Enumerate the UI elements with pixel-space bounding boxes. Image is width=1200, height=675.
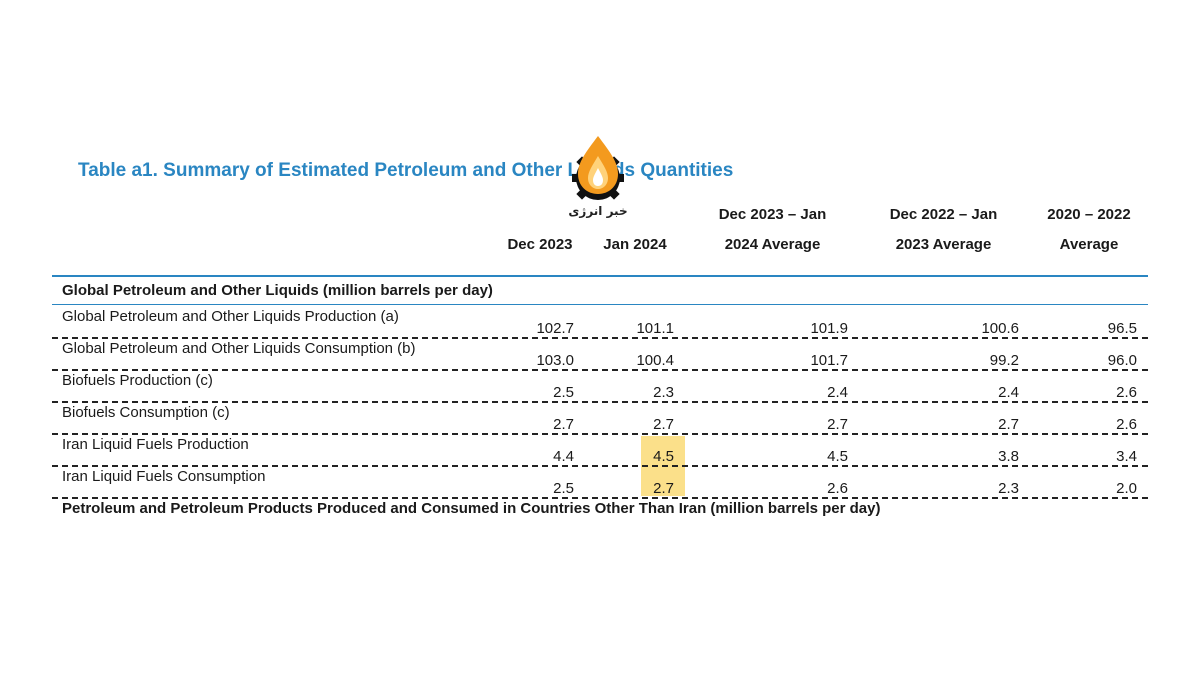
cell-jan-2024: 100.4 xyxy=(636,352,674,369)
flame-gear-icon xyxy=(572,136,624,200)
section-header: Global Petroleum and Other Liquids (mill… xyxy=(62,282,493,299)
table-row: Biofuels Production (c) 2.5 2.3 2.4 2.4 … xyxy=(52,370,1148,403)
cell-jan-2024: 2.7 xyxy=(653,480,674,497)
header-rule xyxy=(52,275,1148,277)
cell-jan-2024: 101.1 xyxy=(636,320,674,337)
cell-avg-2022-23: 100.6 xyxy=(981,320,1019,337)
row-label: Biofuels Production (c) xyxy=(62,372,213,389)
table-row: Global Petroleum and Other Liquids Produ… xyxy=(52,306,1148,339)
table-row: Iran Liquid Fuels Production 4.4 4.5 4.5… xyxy=(52,434,1148,467)
cell-avg-2023-24: 2.6 xyxy=(827,480,848,497)
table-row: Iran Liquid Fuels Consumption 2.5 2.7 2.… xyxy=(52,466,1148,499)
cell-dec-2023: 2.7 xyxy=(553,416,574,433)
col-header-avg-2023-24-line2: 2024 Average xyxy=(724,236,821,253)
logo-text: خبر انرژی xyxy=(568,204,628,218)
cell-avg-2022-23: 2.4 xyxy=(998,384,1019,401)
cell-avg-2023-24: 2.7 xyxy=(827,416,848,433)
row-label: Global Petroleum and Other Liquids Consu… xyxy=(62,340,416,357)
table-row: Biofuels Consumption (c) 2.7 2.7 2.7 2.7… xyxy=(52,402,1148,435)
row-label: Iran Liquid Fuels Consumption xyxy=(62,468,266,485)
footer-section-header: Petroleum and Petroleum Products Produce… xyxy=(62,500,881,517)
col-header-avg-2020-22-line2: Average xyxy=(1059,236,1119,253)
cell-avg-2023-24: 4.5 xyxy=(827,448,848,465)
col-header-avg-2020-22-line1: 2020 – 2022 xyxy=(1047,206,1131,223)
cell-dec-2023: 2.5 xyxy=(553,480,574,497)
row-label: Biofuels Consumption (c) xyxy=(62,404,230,421)
cell-avg-2020-22: 2.0 xyxy=(1116,480,1137,497)
col-header-avg-2022-23-line1: Dec 2022 – Jan xyxy=(889,206,998,223)
table-row: Global Petroleum and Other Liquids Consu… xyxy=(52,338,1148,371)
cell-avg-2020-22: 3.4 xyxy=(1116,448,1137,465)
cell-avg-2022-23: 2.7 xyxy=(998,416,1019,433)
cell-dec-2023: 103.0 xyxy=(536,352,574,369)
watermark-logo: خبر انرژی xyxy=(566,134,636,226)
col-header-jan-2024: Jan 2024 xyxy=(603,236,667,253)
col-header-dec-2023: Dec 2023 xyxy=(507,236,573,253)
cell-avg-2020-22: 2.6 xyxy=(1116,384,1137,401)
table-title: Table a1. Summary of Estimated Petroleum… xyxy=(78,160,734,181)
cell-avg-2023-24: 101.7 xyxy=(810,352,848,369)
row-label: Global Petroleum and Other Liquids Produ… xyxy=(62,308,399,325)
row-label: Iran Liquid Fuels Production xyxy=(62,436,249,453)
cell-dec-2023: 4.4 xyxy=(553,448,574,465)
cell-avg-2020-22: 96.0 xyxy=(1107,352,1137,369)
col-header-avg-2023-24-line1: Dec 2023 – Jan xyxy=(718,206,827,223)
cell-dec-2023: 2.5 xyxy=(553,384,574,401)
cell-avg-2020-22: 2.6 xyxy=(1116,416,1137,433)
cell-avg-2020-22: 96.5 xyxy=(1107,320,1137,337)
section-rule xyxy=(52,304,1148,305)
cell-avg-2022-23: 2.3 xyxy=(998,480,1019,497)
cell-jan-2024: 2.3 xyxy=(653,384,674,401)
cell-jan-2024: 2.7 xyxy=(653,416,674,433)
cell-dec-2023: 102.7 xyxy=(536,320,574,337)
col-header-avg-2022-23-line2: 2023 Average xyxy=(895,236,992,253)
cell-avg-2022-23: 3.8 xyxy=(998,448,1019,465)
cell-jan-2024: 4.5 xyxy=(653,448,674,465)
cell-avg-2022-23: 99.2 xyxy=(989,352,1019,369)
cell-avg-2023-24: 2.4 xyxy=(827,384,848,401)
cell-avg-2023-24: 101.9 xyxy=(810,320,848,337)
